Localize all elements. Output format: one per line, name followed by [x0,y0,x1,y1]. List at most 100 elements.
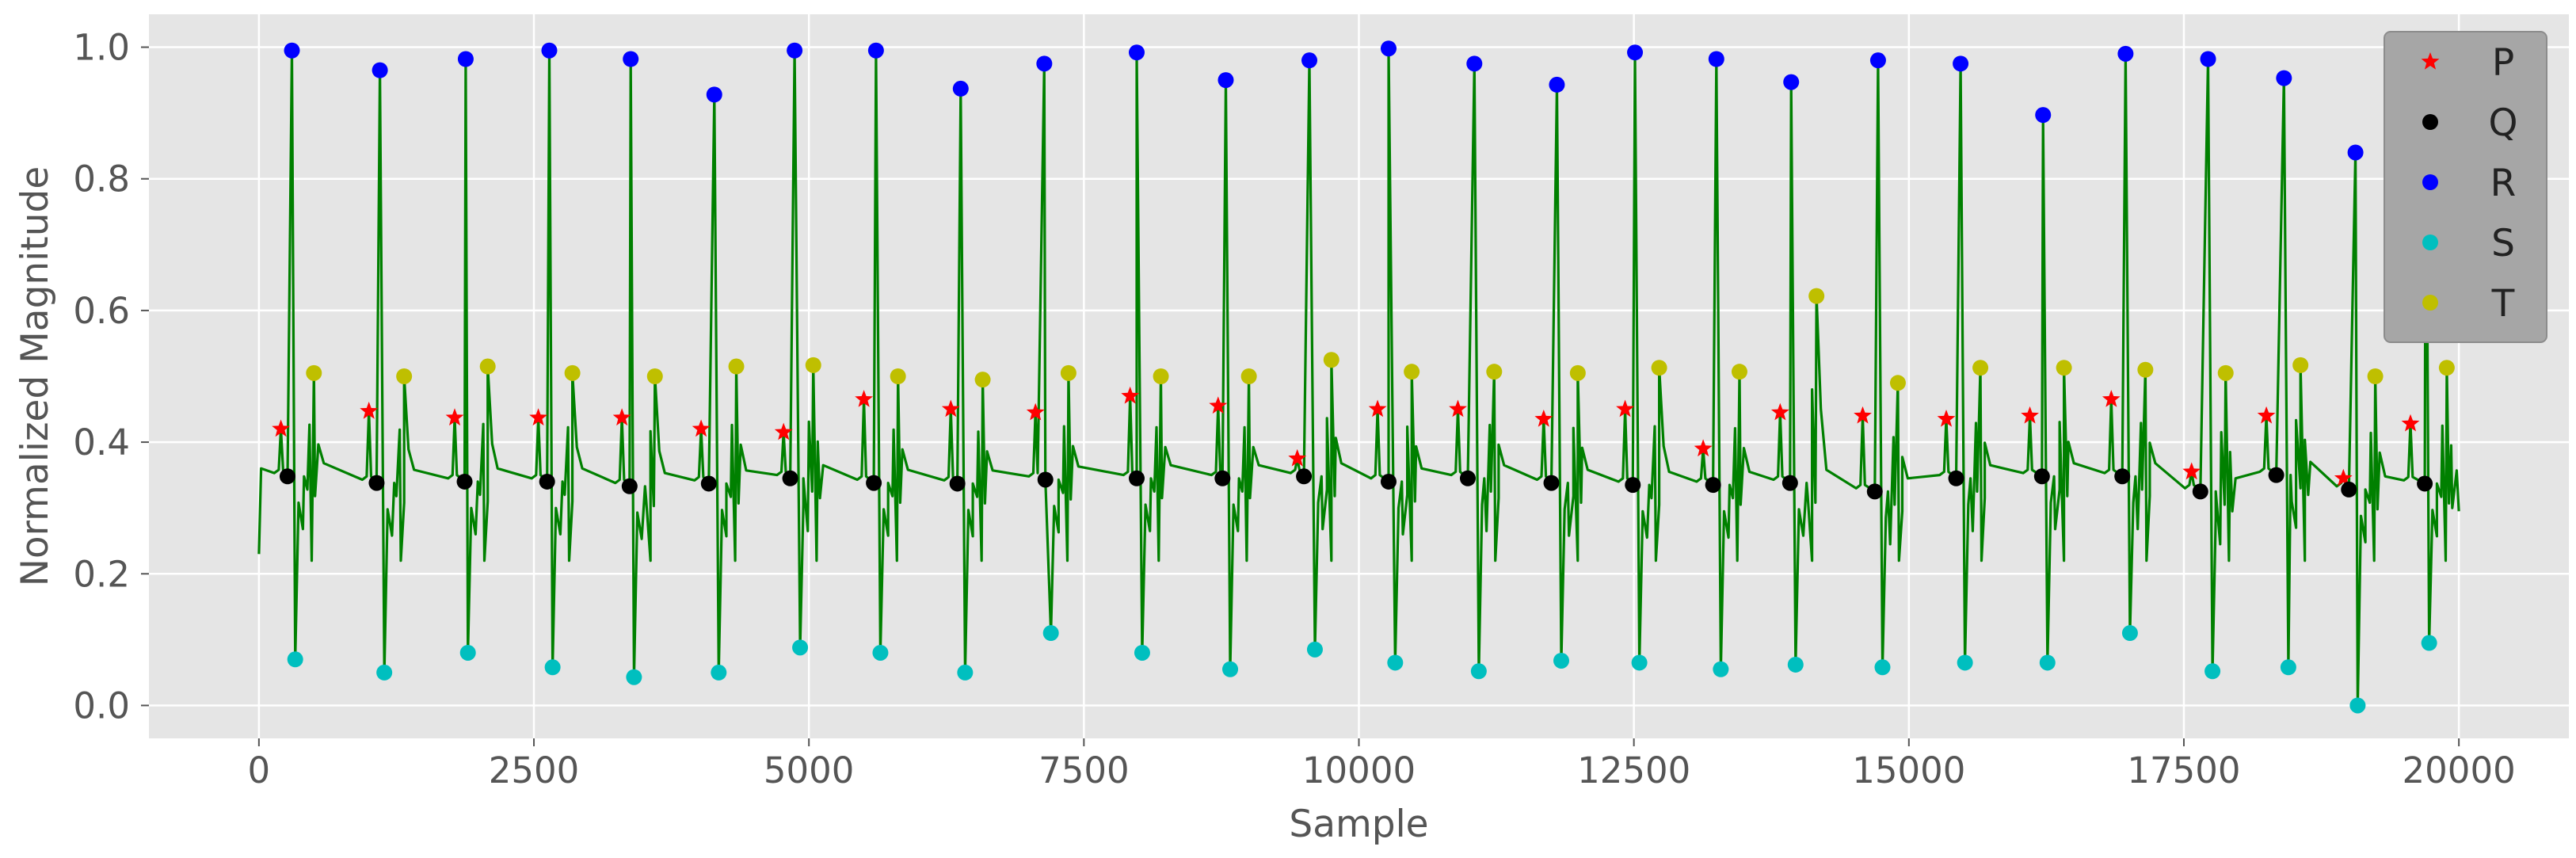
marker-s [2204,663,2221,680]
marker-q [539,473,555,490]
marker-s [1874,659,1891,676]
marker-q [1781,475,1798,491]
ecg-signal [257,47,2460,707]
marker-r [1708,51,1724,67]
legend-box [2384,31,2547,343]
marker-t [2217,364,2234,381]
marker-s [1222,661,1239,677]
marker-p [1770,402,1789,421]
marker-s [2280,659,2296,676]
marker-p [774,422,793,440]
marker-t [646,368,663,384]
marker-t [890,368,906,384]
x-tick-label: 0 [248,749,271,791]
marker-t [1972,360,1989,376]
marker-s [2349,697,2366,714]
marker-p [1209,396,1228,414]
marker-q [1459,470,1476,486]
marker-q [2268,467,2284,483]
marker-t [1569,364,1586,381]
legend-marker-s [2422,235,2438,250]
marker-p [529,408,547,426]
x-tick-label: 5000 [764,749,855,791]
marker-s [287,651,303,668]
marker-t [1486,364,1503,380]
marker-q [866,475,882,491]
marker-r [787,42,803,59]
marker-r [541,42,558,59]
marker-p [2021,406,2039,424]
marker-q [1705,477,1721,494]
marker-t [1240,368,1257,384]
marker-r [2200,51,2216,67]
y-tick-label: 0.2 [73,553,130,595]
marker-s [1631,654,1648,671]
x-tick-label: 12500 [1577,749,1690,791]
x-axis-label: Sample [1289,803,1428,846]
x-tick-label: 7500 [1038,749,1130,791]
x-tick-label: 15000 [1852,749,1965,791]
marker-q [700,475,717,492]
marker-t [1153,368,1169,384]
marker-q [949,475,966,492]
marker-t [479,358,496,375]
legend-marker-p [2421,52,2440,70]
marker-t [396,368,413,384]
marker-r [2347,144,2364,161]
marker-t [2137,361,2154,378]
marker-p [2401,414,2420,432]
marker-q [1380,473,1397,490]
marker-r [284,42,300,59]
marker-t [1060,364,1077,381]
marker-s [376,664,393,681]
marker-t [2438,360,2455,376]
marker-q [2417,475,2433,492]
marker-r [2117,45,2134,62]
marker-p [272,419,290,437]
marker-s [1387,654,1404,671]
marker-t [805,357,821,373]
marker-r [1036,55,1053,72]
marker-p [2102,390,2121,407]
marker-q [368,475,385,491]
marker-t [1651,360,1667,376]
marker-p [855,390,873,407]
legend-label-t: T [2491,282,2515,326]
marker-p [1534,410,1553,427]
marker-s [872,644,889,661]
marker-r [1549,76,1565,93]
marker-r [1953,55,1969,72]
marker-p [612,408,631,426]
marker-r [2276,70,2292,86]
marker-s [1787,656,1804,673]
marker-s [1957,654,1973,671]
marker-r [706,86,722,103]
marker-r [457,51,474,67]
marker-s [1306,641,1323,658]
legend-label-p: P [2492,41,2514,85]
y-axis-ticks: 0.0 0.2 0.4 0.6 0.8 1.0 [73,27,149,726]
marker-s [459,644,476,661]
marker-t [306,364,322,381]
x-tick-label: 10000 [1302,749,1416,791]
legend-label-s: S [2491,222,2515,265]
marker-p [1368,399,1387,418]
marker-q [1037,471,1054,488]
marker-t [2292,357,2309,373]
marker-s [1134,644,1150,661]
marker-q [1128,470,1145,486]
y-tick-label: 1.0 [73,27,130,69]
marker-r [1128,44,1145,61]
marker-s [1042,625,1059,642]
marker-q [1948,470,1964,486]
marker-t [1731,364,1747,380]
marker-q [1866,483,1883,500]
marker-p [1026,402,1045,421]
marker-p [1121,386,1140,404]
marker-r [952,80,969,97]
marker-q [1625,477,1641,494]
marker-p [1616,399,1634,418]
marker-t [1404,364,1420,380]
marker-t [564,364,581,381]
marker-q [2192,483,2208,500]
